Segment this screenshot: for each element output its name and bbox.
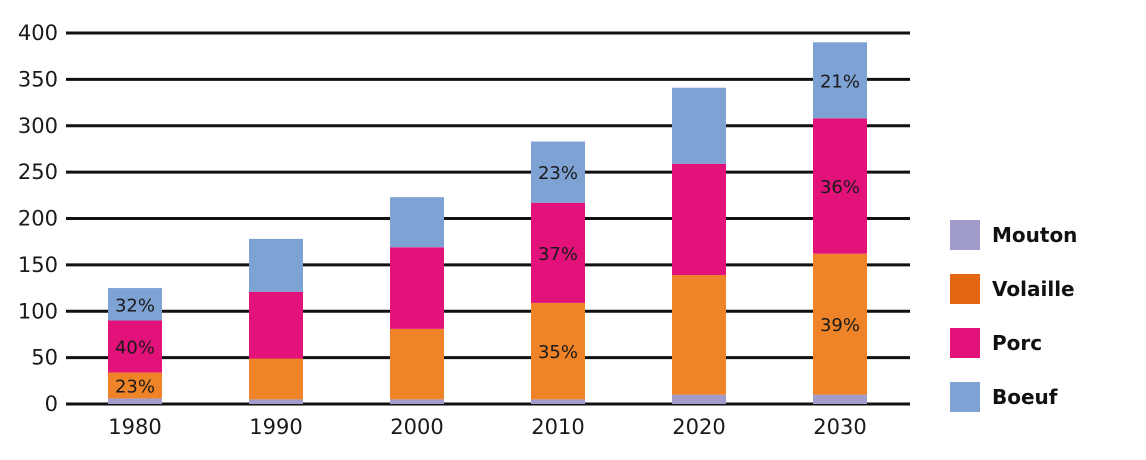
data-label-volaille-2010: 35% bbox=[538, 342, 578, 363]
bars: 23% 40% 32% 35% 37% 23% 39% 36% 21% bbox=[108, 42, 867, 404]
data-label-porc-1980: 40% bbox=[115, 337, 155, 358]
y-tick-label-300: 300 bbox=[18, 114, 58, 138]
bar-boeuf-2010 bbox=[531, 141, 585, 203]
x-tick-label-2010: 2010 bbox=[531, 415, 584, 439]
bar-volaille-2010 bbox=[531, 302, 585, 400]
bar-boeuf-1980 bbox=[108, 288, 162, 321]
legend-item-porc: Porc bbox=[950, 316, 1077, 370]
data-label-volaille-2030: 39% bbox=[820, 315, 860, 336]
bar-boeuf-1990 bbox=[249, 238, 303, 292]
legend-label-volaille: Volaille bbox=[992, 277, 1075, 301]
legend-item-volaille: Volaille bbox=[950, 262, 1077, 316]
bar-mouton-1990 bbox=[249, 399, 303, 404]
legend-item-boeuf: Boeuf bbox=[950, 370, 1077, 424]
x-tick-label-1990: 1990 bbox=[249, 415, 302, 439]
x-tick-label-1980: 1980 bbox=[108, 415, 161, 439]
gridlines bbox=[66, 31, 910, 406]
bar-mouton-2020 bbox=[672, 394, 726, 404]
bar-boeuf-2030 bbox=[813, 42, 867, 119]
y-tick-label-150: 150 bbox=[18, 253, 58, 277]
bar-volaille-1990 bbox=[249, 358, 303, 400]
bar-porc-2010 bbox=[531, 202, 585, 303]
x-tick-label-2020: 2020 bbox=[672, 415, 725, 439]
y-tick-label-100: 100 bbox=[18, 299, 58, 323]
x-tick-label-2030: 2030 bbox=[813, 415, 866, 439]
legend-swatch-volaille bbox=[950, 274, 980, 304]
data-label-boeuf-2030: 21% bbox=[820, 71, 860, 92]
bar-mouton-2000 bbox=[390, 399, 444, 404]
bar-porc-2000 bbox=[390, 247, 444, 329]
y-axis: 0 50 100 150 200 250 300 350 400 bbox=[18, 21, 58, 416]
data-label-boeuf-1980: 32% bbox=[115, 295, 155, 316]
legend-item-mouton: Mouton bbox=[950, 208, 1077, 262]
bar-boeuf-2000 bbox=[390, 197, 444, 248]
legend-label-porc: Porc bbox=[992, 331, 1043, 355]
bar-mouton-2030 bbox=[813, 394, 867, 404]
x-axis: 1980 1990 2000 2010 2020 2030 bbox=[108, 415, 866, 439]
y-tick-label-200: 200 bbox=[18, 207, 58, 231]
y-tick-label-400: 400 bbox=[18, 21, 58, 45]
bar-boeuf-2020 bbox=[672, 87, 726, 164]
legend-swatch-boeuf bbox=[950, 382, 980, 412]
legend-swatch-porc bbox=[950, 328, 980, 358]
data-label-porc-2030: 36% bbox=[820, 177, 860, 198]
bar-mouton-2010 bbox=[531, 399, 585, 404]
bar-porc-1990 bbox=[249, 291, 303, 359]
stacked-bar-chart: 0 50 100 150 200 250 300 350 400 23% 40% 32% 35% 37%… bbox=[18, 21, 910, 439]
data-label-boeuf-2010: 23% bbox=[538, 163, 578, 184]
legend-label-mouton: Mouton bbox=[992, 223, 1078, 247]
y-tick-label-350: 350 bbox=[18, 67, 58, 91]
bar-volaille-2030 bbox=[813, 253, 867, 395]
bar-mouton-1980 bbox=[108, 398, 162, 404]
legend: Mouton Volaille Porc Boeuf bbox=[950, 208, 1077, 424]
bar-volaille-2000 bbox=[390, 328, 444, 400]
legend-label-boeuf: Boeuf bbox=[992, 385, 1058, 409]
bar-porc-1980 bbox=[108, 320, 162, 373]
legend-swatch-mouton bbox=[950, 220, 980, 250]
bar-volaille-2020 bbox=[672, 275, 726, 395]
x-tick-label-2000: 2000 bbox=[390, 415, 443, 439]
bar-porc-2020 bbox=[672, 163, 726, 276]
y-tick-label-250: 250 bbox=[18, 160, 58, 184]
y-tick-label-50: 50 bbox=[31, 346, 58, 370]
bar-porc-2030 bbox=[813, 118, 867, 254]
y-tick-label-0: 0 bbox=[45, 392, 58, 416]
data-label-volaille-1980: 23% bbox=[115, 376, 155, 397]
bar-volaille-1980 bbox=[108, 372, 162, 399]
data-label-porc-2010: 37% bbox=[538, 244, 578, 265]
